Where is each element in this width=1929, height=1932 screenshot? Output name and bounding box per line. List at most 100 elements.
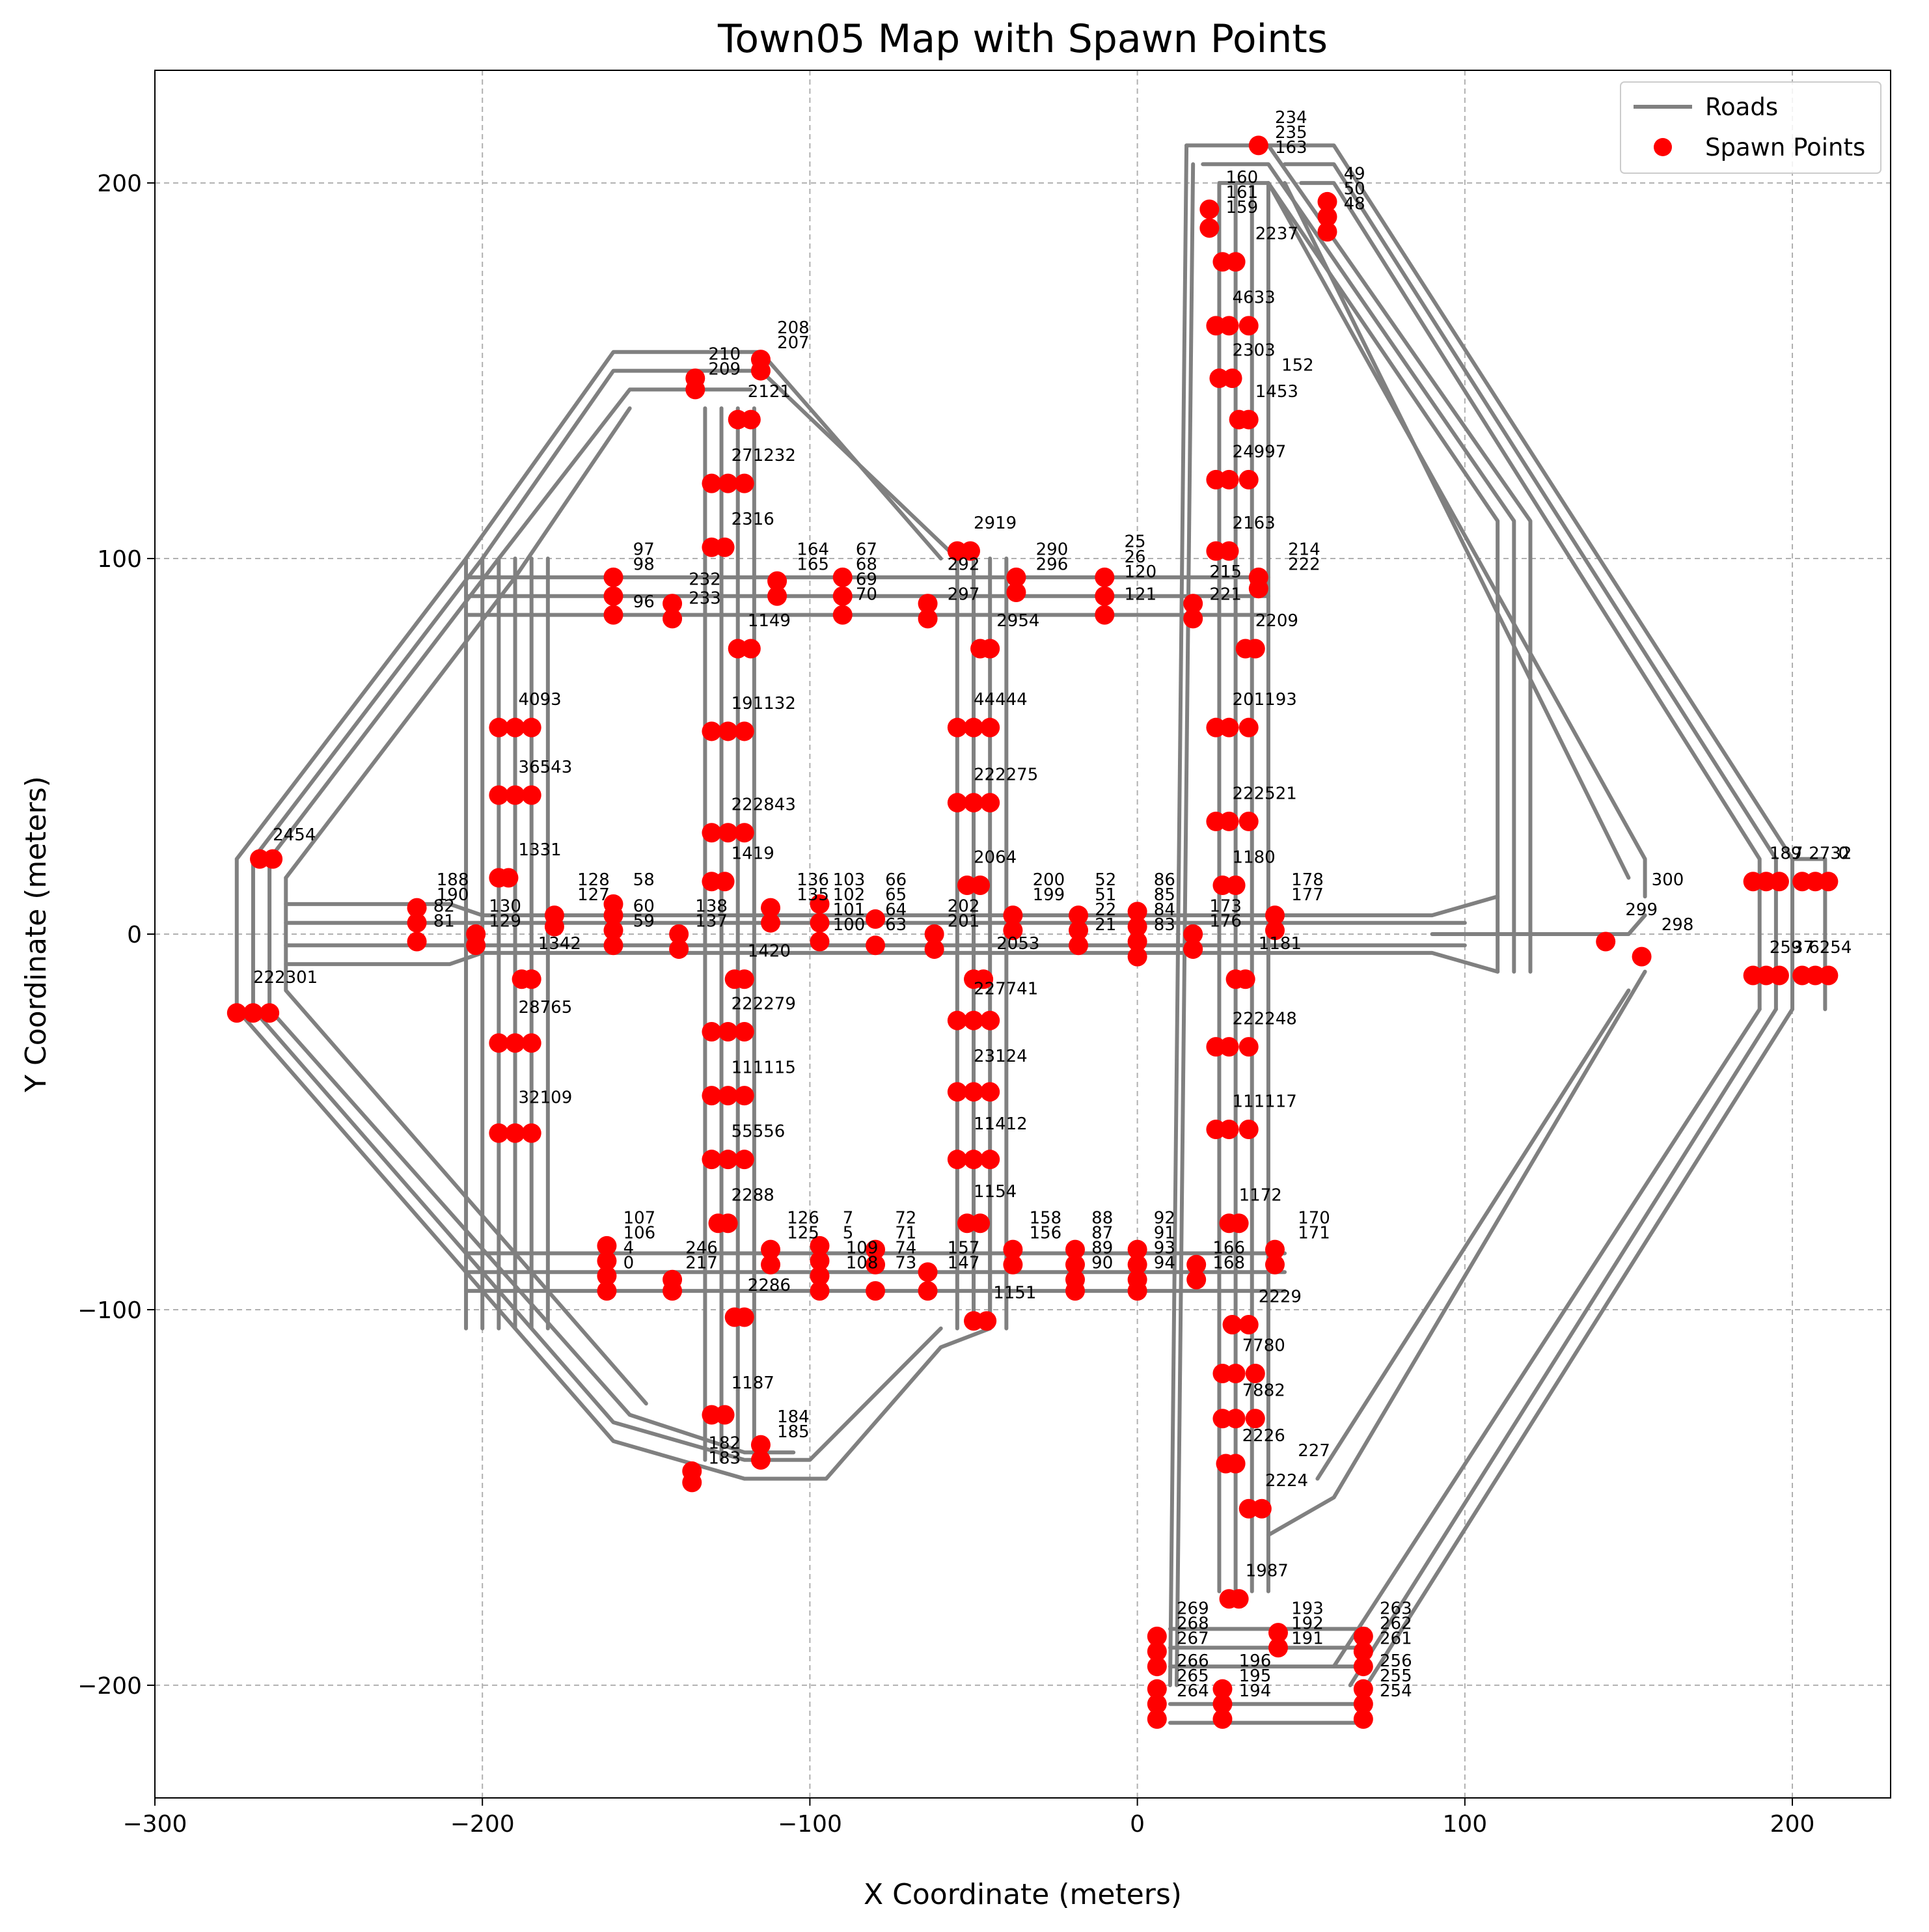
spawn-point <box>702 1150 722 1170</box>
spawn-point-label: 68 <box>856 555 877 574</box>
spawn-point <box>734 969 754 989</box>
spawn-point <box>505 1123 525 1143</box>
spawn-point-label: 256 <box>1380 1651 1412 1671</box>
spawn-point-label: 84 <box>1154 900 1175 920</box>
spawn-point <box>964 1010 984 1030</box>
spawn-point <box>603 567 623 587</box>
spawn-point-label: 2229 <box>1259 1287 1302 1306</box>
spawn-point-label: 32109 <box>519 1088 573 1108</box>
spawn-point <box>489 1123 509 1143</box>
spawn-point-label: 290 <box>1036 540 1069 559</box>
x-tick-label: −200 <box>450 1811 515 1838</box>
spawn-point <box>1095 605 1115 625</box>
spawn-point <box>1127 1281 1147 1301</box>
spawn-point <box>1248 579 1268 599</box>
road-line <box>1201 162 1516 974</box>
spawn-point <box>974 969 994 989</box>
spawn-point <box>734 721 754 741</box>
spawn-point-label: 185 <box>777 1422 810 1442</box>
spawn-point-label: 1420 <box>748 942 791 961</box>
spawn-point-label: 63 <box>885 915 907 935</box>
spawn-point <box>761 898 781 918</box>
spawn-point-label: 0 <box>623 1253 635 1273</box>
spawn-point-label: 138 <box>695 896 728 916</box>
spawn-point <box>866 1254 886 1275</box>
x-tick-label: −100 <box>778 1811 842 1838</box>
spawn-point <box>1147 1679 1167 1699</box>
road-line <box>251 857 943 1462</box>
spawn-point-label: 1154 <box>974 1182 1017 1202</box>
spawn-point <box>964 1082 984 1102</box>
spawn-point <box>1632 946 1652 967</box>
spawn-point-label: 128 <box>577 870 610 890</box>
spawn-point-label: 178 <box>1291 870 1324 890</box>
spawn-point-label: 214 <box>1288 540 1320 559</box>
spawn-point-label: 222248 <box>1233 1009 1297 1028</box>
spawn-point <box>597 1235 617 1256</box>
spawn-point <box>810 913 830 933</box>
spawn-point-label: 235 <box>1275 123 1307 143</box>
spawn-point <box>597 1266 617 1286</box>
road-line <box>1266 969 1647 1538</box>
spawn-point <box>1095 567 1115 587</box>
spawn-point <box>489 785 509 805</box>
spawn-point <box>980 717 1000 738</box>
spawn-point-label: 221 <box>1209 585 1242 605</box>
legend-spawn-swatch <box>1654 138 1672 156</box>
spawn-point-label: 164 <box>797 540 829 559</box>
spawn-point-label: 91 <box>1154 1223 1175 1243</box>
spawn-point-label: 70 <box>856 585 877 605</box>
spawn-point <box>734 1086 754 1106</box>
spawn-point <box>603 920 623 941</box>
spawn-point <box>947 1082 967 1102</box>
x-tick-label: 200 <box>1770 1811 1815 1838</box>
spawn-point <box>734 473 754 493</box>
spawn-point-label: 217 <box>685 1253 718 1273</box>
spawn-point-label: 195 <box>1239 1666 1272 1686</box>
spawn-point <box>702 473 722 493</box>
spawn-point <box>1219 717 1239 738</box>
spawn-point <box>1183 609 1203 629</box>
spawn-point <box>977 1311 997 1331</box>
spawn-point <box>1268 1623 1289 1643</box>
spawn-point <box>715 872 735 892</box>
labels-layer: 2454222301188190828113012940933654313311… <box>253 108 1852 1701</box>
spawn-point <box>1127 932 1147 952</box>
spawn-point <box>489 1033 509 1053</box>
spawn-point-label: 2224 <box>1265 1471 1308 1491</box>
spawn-point <box>1225 875 1246 895</box>
spawn-point-label: 88 <box>1091 1208 1113 1228</box>
spawn-point-label: 192 <box>1291 1614 1324 1633</box>
spawn-point <box>750 361 771 381</box>
spawn-point <box>1596 932 1616 952</box>
spawn-point <box>1225 1409 1246 1429</box>
spawn-point-label: 189 <box>1770 844 1802 864</box>
spawn-point-label: 89 <box>1091 1238 1113 1258</box>
spawn-point <box>718 1022 738 1042</box>
spawn-point-label: 1151 <box>993 1284 1036 1303</box>
spawn-point-label: 222279 <box>732 994 796 1014</box>
spawn-point-label: 2288 <box>732 1186 774 1206</box>
spawn-point <box>980 1082 1000 1102</box>
spawn-point <box>1229 1213 1249 1234</box>
spawn-point-label: 28765 <box>519 998 573 1017</box>
spawn-point <box>1222 368 1242 389</box>
spawn-point <box>505 785 525 805</box>
spawn-point <box>1219 541 1239 561</box>
spawn-point <box>1006 582 1026 602</box>
spawn-point-label: 300 <box>1652 870 1684 890</box>
spawn-point <box>866 909 886 929</box>
spawn-point <box>832 605 853 625</box>
spawn-point <box>767 586 787 606</box>
spawn-point <box>1127 917 1147 937</box>
spawn-point <box>1317 207 1337 227</box>
spawn-point-label: 297 <box>948 585 980 605</box>
spawn-point <box>226 1003 247 1023</box>
spawn-point <box>521 785 541 805</box>
y-tick-label: −100 <box>77 1297 142 1324</box>
spawn-point-label: 2064 <box>974 848 1017 867</box>
spawn-point <box>1353 1709 1373 1729</box>
road-line <box>251 368 959 861</box>
road-line <box>1266 143 1795 1012</box>
